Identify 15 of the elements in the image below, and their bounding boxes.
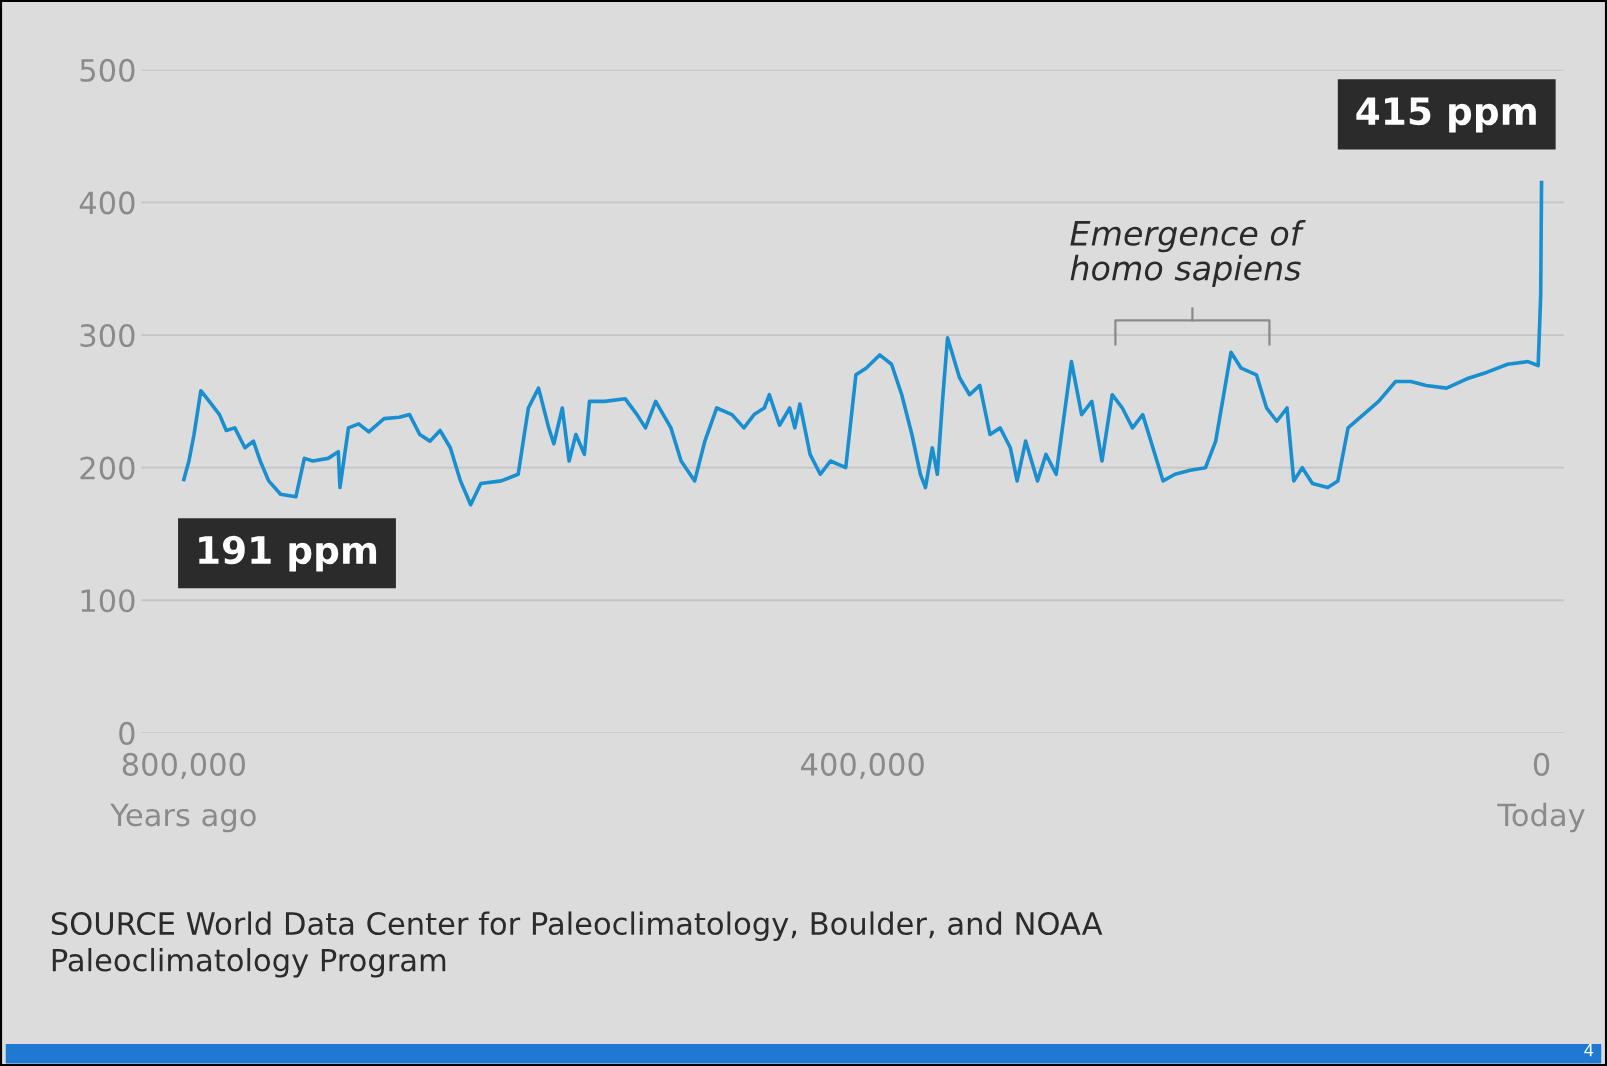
line-series [182, 180, 1544, 507]
y-tick-label: 200 [80, 456, 135, 480]
text: 4 [1584, 1043, 1594, 1057]
y-tick-label: 0 [119, 721, 135, 745]
data-label: 191 ppm [199, 535, 377, 572]
y-tick-label: 100 [81, 589, 135, 613]
y-tick-label: 500 [80, 58, 135, 82]
annotation: Emergence of homo sapiens [1070, 220, 1306, 288]
x-tick-label: 400,000 [801, 752, 924, 780]
source-note: SOURCE World Data Center for Paleoclimatology, Boulder, and NOAA Paleoclimatology Program [51, 911, 1103, 978]
x-tick-label: 800,000 Years ago [110, 752, 256, 833]
y-tick-label: 400 [79, 191, 135, 215]
y-tick-label: 300 [80, 323, 135, 348]
data-label: 415 ppm [1356, 97, 1536, 133]
x-tick-label: 0 Today [1497, 752, 1585, 833]
